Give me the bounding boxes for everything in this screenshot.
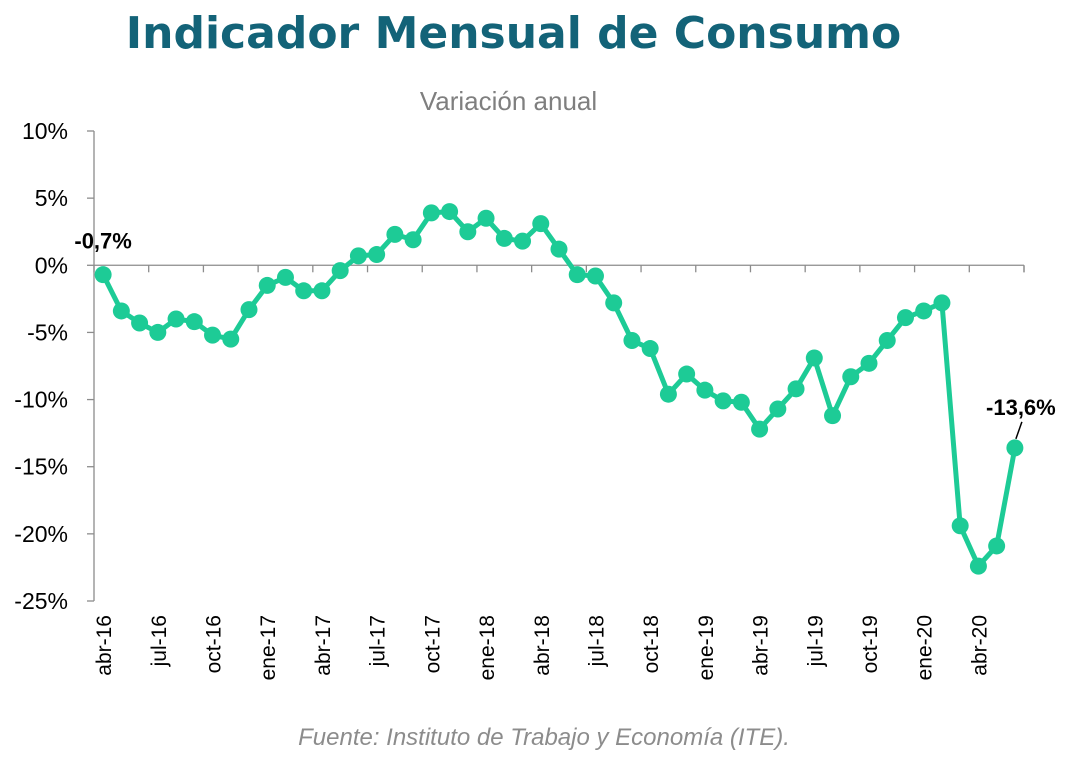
y-tick-label: 0%	[35, 252, 68, 278]
y-tick-label: -25%	[14, 588, 68, 614]
x-tick-label: abr-17	[312, 615, 335, 676]
data-point	[824, 407, 842, 425]
data-point	[386, 225, 404, 243]
data-point	[878, 331, 896, 349]
y-tick-label: 10%	[22, 118, 68, 144]
y-tick-label: -5%	[27, 319, 68, 345]
x-tick-label: abr-20	[968, 615, 991, 676]
data-point	[459, 223, 477, 241]
data-point	[313, 282, 331, 300]
x-tick-label: ene-17	[257, 615, 280, 680]
x-tick-label: oct-18	[640, 615, 663, 673]
data-point	[696, 381, 714, 399]
data-point	[422, 204, 440, 222]
data-point	[732, 393, 750, 411]
data-point	[805, 349, 823, 367]
x-tick-label: abr-18	[531, 615, 554, 676]
data-point	[240, 301, 258, 319]
data-point	[751, 420, 769, 438]
data-point	[222, 330, 240, 348]
x-tick-label: jul-18	[585, 615, 608, 667]
chart-title: Indicador Mensual de Consumo	[125, 8, 902, 59]
data-point	[149, 323, 167, 341]
x-tick-label: ene-20	[914, 615, 937, 680]
data-point	[915, 302, 933, 320]
data-point	[185, 313, 203, 331]
data-point	[276, 268, 294, 286]
x-tick-label: jul-16	[148, 615, 171, 667]
chart-source: Fuente: Instituto de Trabajo y Economía …	[298, 724, 790, 751]
x-tick-label: oct-19	[859, 615, 882, 673]
x-tick-label: jul-19	[804, 615, 827, 667]
x-tick-label: abr-16	[93, 615, 116, 676]
data-point	[586, 267, 604, 285]
data-point	[167, 310, 185, 328]
data-point	[441, 203, 459, 221]
data-point	[860, 354, 878, 372]
data-point	[678, 365, 696, 383]
data-point	[1006, 439, 1024, 457]
y-tick-label: -20%	[14, 521, 68, 547]
y-tick-label: 5%	[35, 185, 68, 211]
data-point	[514, 232, 532, 250]
data-point	[94, 266, 112, 284]
data-label-leader	[1015, 421, 1023, 440]
data-point	[495, 229, 513, 247]
data-point	[568, 266, 586, 284]
x-tick-label: ene-19	[695, 615, 718, 680]
data-point	[131, 314, 149, 332]
x-tick-label: oct-16	[203, 615, 226, 673]
data-point	[896, 309, 914, 327]
data-label: -0,7%	[74, 229, 131, 254]
data-point	[295, 282, 313, 300]
data-point	[404, 231, 422, 249]
data-point	[842, 368, 860, 386]
chart-subtitle: Variación anual	[419, 86, 598, 116]
x-tick-label: jul-17	[367, 615, 390, 667]
data-point	[659, 385, 677, 403]
data-point	[532, 215, 550, 233]
data-point	[331, 262, 349, 280]
data-point	[477, 209, 495, 227]
y-tick-label: -10%	[14, 387, 68, 413]
data-point	[969, 557, 987, 575]
data-point	[988, 537, 1006, 555]
data-label: -13,6%	[986, 395, 1056, 420]
data-point	[112, 302, 130, 320]
x-tick-label: abr-19	[750, 615, 773, 676]
data-point	[204, 326, 222, 344]
data-point	[714, 392, 732, 410]
y-tick-label: -15%	[14, 454, 68, 480]
data-point	[349, 247, 367, 265]
data-point	[623, 331, 641, 349]
data-point	[787, 380, 805, 398]
x-tick-label: ene-18	[476, 615, 499, 680]
data-point	[550, 240, 568, 258]
data-point	[641, 340, 659, 358]
data-point	[605, 294, 623, 312]
data-point	[258, 276, 276, 294]
data-point	[769, 400, 787, 418]
x-tick-label: oct-17	[421, 615, 444, 673]
data-point	[933, 294, 951, 312]
data-point	[368, 246, 386, 264]
data-point	[951, 517, 969, 535]
